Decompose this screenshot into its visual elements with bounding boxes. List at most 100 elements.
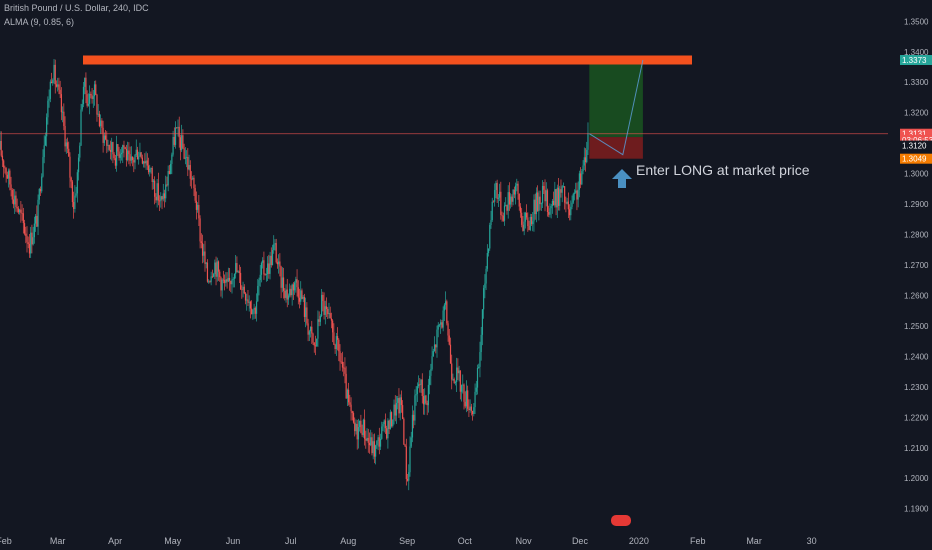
candle-body [64,126,66,147]
candle-body [160,196,162,201]
candle-body [322,294,324,302]
candle-body [359,420,361,428]
candle-body [370,437,372,446]
candle-body [204,251,206,264]
candle-body [409,446,411,473]
candle-body [379,438,382,447]
candle-body [53,64,55,80]
y-tick-label: 1.2300 [904,383,929,392]
chart-legend-indicator[interactable]: ALMA (9, 0.85, 6) [4,17,75,27]
candle-body [316,338,318,347]
candle-body [66,142,69,149]
candle-body [118,151,120,158]
candle-body [309,326,312,332]
candle-body [39,188,42,192]
candle-body [459,370,461,392]
x-tick-label: 2020 [629,536,649,546]
candle-body [341,361,344,368]
candle-body [491,201,493,221]
candle-body [327,308,329,315]
candle-body [298,297,301,302]
candle-body [436,329,438,348]
y-tick-label: 1.3000 [904,170,929,179]
candle-body [318,319,320,322]
candle-body [15,195,17,207]
candle-body [189,165,191,179]
candle-body [346,389,348,399]
candle-body [571,202,573,207]
candle-body [360,420,362,433]
candle-body [154,180,156,197]
y-tick-label: 1.2200 [904,413,929,422]
candle-body [566,201,568,204]
candle-body [465,390,468,407]
candle-body [227,277,229,282]
candle-body [514,185,517,195]
candle-body [340,361,342,363]
candle-body [260,262,263,275]
x-tick-label: Dec [572,536,589,546]
candle-body [141,157,143,164]
candle-body [6,174,8,179]
price-tag [900,153,932,164]
candle-body [144,161,146,164]
candle-body [63,111,65,127]
candle-body [534,199,536,215]
candle-body [352,413,355,423]
candle-body [564,186,566,203]
candle-body [86,94,88,106]
candle-body [568,209,571,216]
price-tag-label: 1.3131 [902,130,927,139]
candle-body [449,344,452,364]
candle-body [575,190,577,193]
price-tag-label: 1.3120 [902,142,927,151]
position-zones [589,60,643,159]
candle-body [319,316,321,322]
candle-body [311,326,313,334]
candle-body [489,225,491,249]
candle-body [145,160,147,164]
candle-body [538,196,540,212]
candle-body [476,368,479,388]
candle-body [506,205,508,211]
candle-body [172,136,174,155]
candle-body [109,149,112,152]
candle-body [239,272,242,290]
candle-body [376,440,378,446]
candle-body [533,199,535,222]
candle-body [442,310,444,328]
candle-body [278,261,280,265]
candle-body [140,152,142,158]
candle-body [344,367,346,374]
candle-body [107,144,109,146]
candle-body [76,172,78,194]
candle-body [152,180,155,182]
candle-body [452,379,454,380]
candle-body [188,165,190,170]
candle-body [522,224,524,231]
y-tick-label: 1.2100 [904,444,929,453]
y-tick-label: 1.2000 [904,474,929,483]
profit-zone [589,60,643,138]
candle-body [334,344,336,350]
candle-body [273,244,275,250]
candle-body [200,241,202,243]
candle-body [387,420,389,439]
candle-body [289,288,291,296]
candle-body [312,333,314,343]
candle-body [561,186,563,193]
candle-body [397,398,399,403]
candle-body [457,367,459,374]
candle-body [232,278,234,280]
candle-body [93,84,96,97]
candle-body [494,190,496,202]
candle-body [508,192,511,205]
candle-body [350,404,352,412]
candle-body [286,289,288,300]
candle-body [129,154,131,161]
candle-body [586,149,588,163]
candle-body [389,412,391,429]
candle-body [424,395,426,405]
candle-body [528,226,530,230]
